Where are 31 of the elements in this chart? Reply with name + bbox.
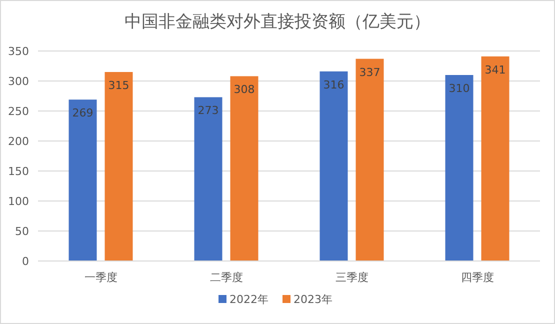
bar <box>445 75 474 261</box>
x-tick-label: 四季度 <box>460 271 494 284</box>
x-tick-label: 一季度 <box>84 271 118 284</box>
x-tick-label: 二季度 <box>210 271 243 284</box>
data-label: 316 <box>323 78 344 92</box>
data-label: 341 <box>484 63 506 76</box>
bar <box>356 58 384 261</box>
chart-title: 中国非金融类对外直接投资额（亿美元） <box>124 12 430 32</box>
y-tick-label: 50 <box>15 225 29 238</box>
bar <box>104 72 133 261</box>
y-tick-label: 250 <box>8 105 29 118</box>
data-label: 308 <box>234 83 255 96</box>
bar <box>481 56 510 261</box>
data-label: 315 <box>108 79 130 92</box>
bar <box>230 76 258 261</box>
y-tick-label: 300 <box>8 75 29 88</box>
y-tick-label: 350 <box>8 45 29 58</box>
data-label: 310 <box>448 82 470 95</box>
data-label: 269 <box>72 106 94 120</box>
data-label: 337 <box>359 66 380 79</box>
x-tick-label: 三季度 <box>335 271 368 284</box>
y-tick-label: 0 <box>22 255 29 268</box>
y-tick-label: 100 <box>8 195 29 208</box>
y-tick-label: 200 <box>8 135 29 148</box>
legend-label: 2022年 <box>230 293 268 306</box>
legend-label: 2023年 <box>294 293 332 306</box>
bar <box>68 100 97 261</box>
y-tick-label: 150 <box>8 165 29 178</box>
bar <box>320 71 348 261</box>
data-label: 273 <box>198 104 219 118</box>
bar <box>194 97 222 261</box>
